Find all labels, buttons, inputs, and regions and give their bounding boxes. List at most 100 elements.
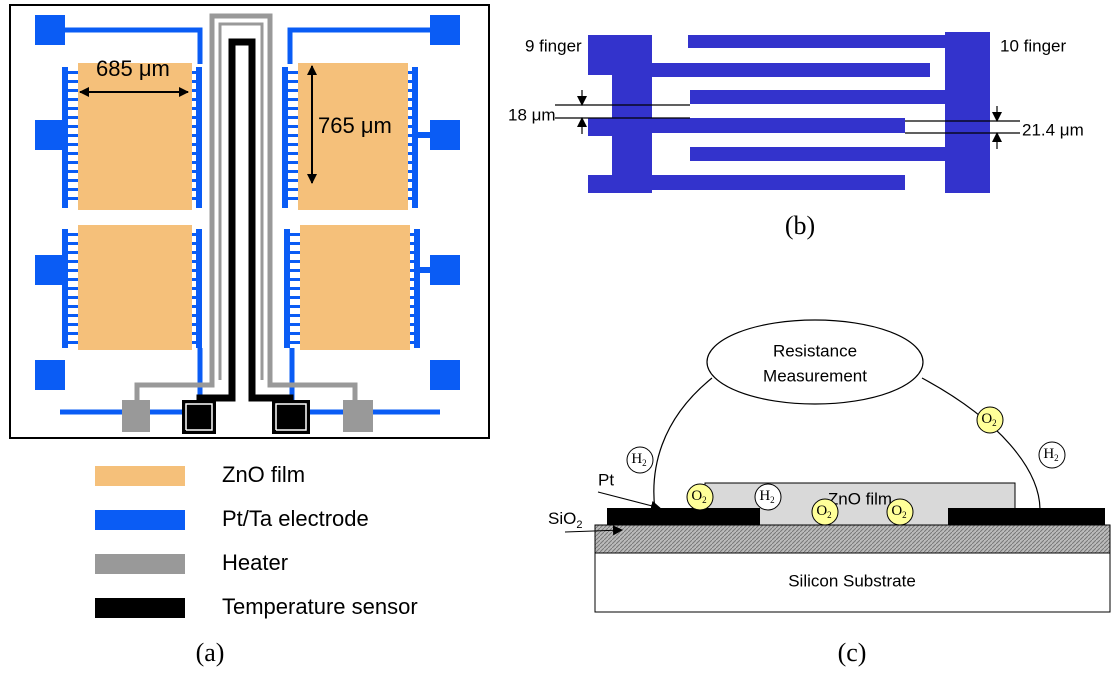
- zno-label: ZnO film: [828, 489, 892, 508]
- comb-finger: [68, 134, 78, 137]
- sio2-label: SiO2: [548, 509, 582, 530]
- comb-finger: [290, 296, 300, 299]
- finger-label: 9 finger: [525, 36, 582, 55]
- lead: [50, 132, 62, 138]
- subscript: 2: [702, 495, 707, 505]
- comb-finger: [68, 89, 78, 92]
- comb-finger: [68, 188, 78, 191]
- comb-finger: [68, 80, 78, 83]
- comb-bar: [414, 229, 420, 348]
- comb-bar: [196, 229, 202, 348]
- comb-finger: [290, 260, 300, 263]
- legend-swatch: [95, 510, 185, 530]
- legend-label: ZnO film: [222, 462, 305, 487]
- comb-finger: [290, 341, 300, 344]
- meter-label: Measurement: [763, 366, 867, 385]
- comb-bar: [284, 229, 290, 348]
- comb-finger: [290, 269, 300, 272]
- pointer: [598, 492, 660, 508]
- comb-finger: [68, 305, 78, 308]
- comb-finger: [290, 233, 300, 236]
- comb-finger: [68, 269, 78, 272]
- element: H: [1043, 446, 1054, 462]
- meter-label: Resistance: [773, 341, 857, 360]
- comb-finger: [288, 80, 298, 83]
- comb-finger: [290, 332, 300, 335]
- comb-finger: [68, 143, 78, 146]
- comb-finger: [288, 179, 298, 182]
- element: O: [981, 411, 992, 427]
- comb-finger: [68, 296, 78, 299]
- comb-finger: [68, 278, 78, 281]
- comb-finger: [68, 314, 78, 317]
- comb-finger: [288, 116, 298, 119]
- comb-finger: [68, 197, 78, 200]
- element: O: [691, 488, 702, 504]
- comb-finger: [288, 188, 298, 191]
- dimension-label: 765 μm: [318, 113, 392, 138]
- subscript: 2: [992, 418, 997, 428]
- pad: [430, 360, 460, 390]
- comb-bar: [196, 67, 202, 208]
- comb-finger: [68, 323, 78, 326]
- comb-finger: [290, 251, 300, 254]
- legend-swatch: [95, 598, 185, 618]
- legend-swatch: [95, 466, 185, 486]
- subscript: 2: [902, 510, 907, 520]
- subscript: 2: [642, 458, 647, 468]
- legend-swatch: [95, 554, 185, 574]
- sio2-layer: [595, 525, 1110, 553]
- finger-label: 10 finger: [1000, 36, 1066, 55]
- gap-label: 18 μm: [508, 105, 556, 124]
- pad: [35, 360, 65, 390]
- comb-finger: [290, 323, 300, 326]
- legend-label: Temperature sensor: [222, 594, 418, 619]
- comb-finger: [288, 170, 298, 173]
- pt-electrode: [607, 508, 760, 525]
- comb-finger: [288, 197, 298, 200]
- lead: [50, 267, 62, 273]
- comb-finger: [288, 107, 298, 110]
- subscript: 2: [827, 510, 832, 520]
- caption: (b): [785, 211, 815, 240]
- comb-finger: [68, 179, 78, 182]
- comb-finger: [288, 89, 298, 92]
- caption: (c): [838, 638, 867, 667]
- panel-b: 9 finger 10 finger 18 μm 21.4 μm (b): [508, 32, 1084, 240]
- legend-label: Heater: [222, 550, 288, 575]
- element: H: [631, 451, 642, 467]
- pt-label: Pt: [598, 470, 614, 489]
- comb-bar: [62, 229, 68, 348]
- gap-label: 21.4 μm: [1022, 120, 1084, 139]
- comb-finger: [288, 98, 298, 101]
- comb-finger: [68, 242, 78, 245]
- meter: [707, 320, 923, 404]
- comb-finger: [68, 98, 78, 101]
- comb-finger: [288, 71, 298, 74]
- comb-finger: [68, 251, 78, 254]
- subscript: 2: [1054, 453, 1059, 463]
- comb-finger: [68, 116, 78, 119]
- element: O: [816, 503, 827, 519]
- comb-finger: [68, 332, 78, 335]
- comb-finger: [68, 125, 78, 128]
- legend-label: Pt/Ta electrode: [222, 506, 369, 531]
- comb-finger: [288, 143, 298, 146]
- comb-finger: [68, 71, 78, 74]
- page: 685 μm 765 μm ZnO filmPt/Ta electrodeHea…: [0, 0, 1115, 674]
- comb-finger: [288, 125, 298, 128]
- element: O: [891, 503, 902, 519]
- comb-finger: [290, 287, 300, 290]
- comb-finger: [68, 161, 78, 164]
- panel-c: Resistance Measurement ZnO film Silicon …: [548, 320, 1110, 667]
- comb-finger: [290, 278, 300, 281]
- caption: (a): [196, 638, 225, 667]
- comb-finger: [290, 305, 300, 308]
- comb-finger: [288, 152, 298, 155]
- panel-a: 685 μm 765 μm ZnO filmPt/Ta electrodeHea…: [10, 5, 489, 667]
- comb-finger: [68, 260, 78, 263]
- comb-finger: [68, 152, 78, 155]
- legend: ZnO film Pt/Ta electrode Heater Temperature…: [95, 462, 418, 619]
- comb-finger: [68, 170, 78, 173]
- substrate-label: Silicon Substrate: [788, 571, 916, 590]
